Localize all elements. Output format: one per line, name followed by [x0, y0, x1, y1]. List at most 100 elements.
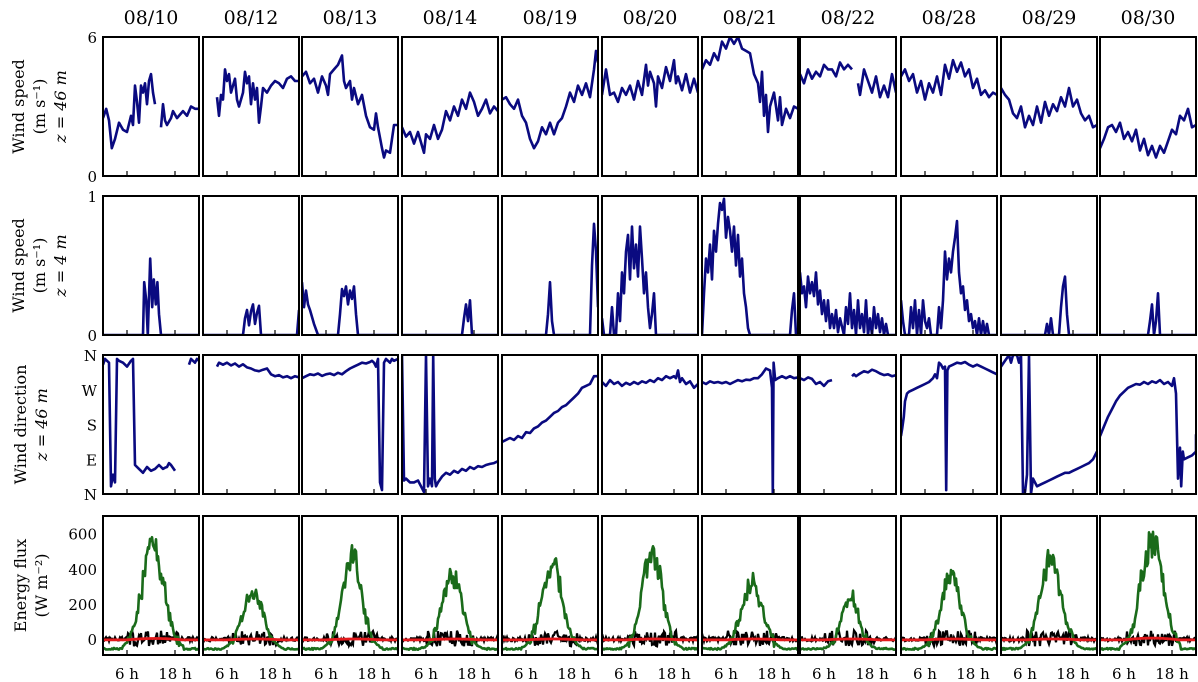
flux-red-line: [800, 637, 896, 642]
wind-series-line: [702, 37, 798, 134]
wind-series-line: [103, 72, 157, 150]
panel-frame: [900, 515, 998, 656]
panel-ws4-08/12: [202, 195, 300, 336]
panel-ws4-08/29: [1000, 195, 1098, 336]
panel-frame: [601, 36, 699, 177]
wind-series-line: [402, 91, 498, 155]
y-tick-label: S: [87, 417, 97, 435]
panel-flux-08/13: [301, 515, 399, 656]
panel-ws46-08/29: [1000, 36, 1098, 177]
y-tick-label: W: [82, 382, 98, 400]
panel-frame: [401, 195, 499, 336]
panel-flux-08/19: [501, 515, 599, 656]
ylabel-line: Wind speed: [9, 59, 28, 154]
y-tick-label: 200: [68, 596, 97, 614]
x-tick-label: 6 h: [614, 665, 638, 682]
flux-black-line: [502, 629, 598, 648]
panel-wdir-08/30: [1099, 354, 1197, 495]
y-tick-label: 400: [68, 561, 97, 579]
day-label: 08/28: [922, 7, 977, 29]
panel-frame: [799, 36, 897, 177]
x-tick-label: 6 h: [314, 665, 338, 682]
panel-frame: [102, 515, 200, 656]
panel-flux-08/12: [202, 515, 300, 656]
ylabel-line: z = 4 m: [51, 234, 70, 297]
panel-wdir-08/22: [799, 354, 897, 495]
flux-green-line: [103, 535, 199, 651]
panel-frame: [501, 195, 599, 336]
wind-series-line: [856, 68, 896, 99]
wind-series-line: [800, 376, 833, 388]
x-tick-label: 6 h: [215, 665, 239, 682]
flux-green-line: [602, 545, 698, 651]
flux-red-line: [402, 637, 498, 642]
wind-series-line: [602, 225, 698, 335]
flux-red-line: [203, 637, 299, 642]
y-tick-label: N: [84, 347, 97, 365]
panel-frame: [401, 36, 499, 177]
wind-series-line: [187, 357, 199, 366]
panel-frame: [401, 515, 499, 656]
x-tick-label: 6 h: [1013, 665, 1037, 682]
panel-flux-08/22: [799, 515, 897, 656]
panel-frame: [1000, 195, 1098, 336]
wind-series-line: [215, 68, 299, 124]
y-tick-label: 0: [87, 631, 97, 649]
wind-series-line: [502, 374, 598, 444]
day-labels: 08/10 08/12 08/13 08/14 08/19 08/20 08/21 08/22…: [124, 7, 1176, 29]
panel-wdir-08/13: [301, 354, 399, 495]
day-label: 08/20: [623, 7, 678, 29]
flux-red-line: [702, 637, 798, 642]
y-tick-label: N: [84, 486, 97, 504]
wind-series-line: [1001, 355, 1097, 494]
panel-frame: [601, 354, 699, 495]
wind-series-line: [1100, 376, 1196, 488]
wind-series-line: [702, 361, 798, 494]
panel-frame: [900, 354, 998, 495]
x-tick-label: 18 h: [956, 665, 990, 682]
y-tick-label: 0: [87, 168, 97, 186]
row-ylabel-ws4: Wind speed (m s⁻¹) z = 4 m 0 1: [9, 188, 97, 345]
panel-ws4-08/20: [601, 195, 699, 336]
day-label: 08/14: [423, 7, 478, 29]
panel-frame: [900, 195, 998, 336]
ylabel-line: z = 46 m: [32, 388, 51, 462]
panel-ws4-08/22: [799, 195, 897, 336]
flux-green-line: [402, 567, 498, 651]
x-tick-labels: 6 h 18 h 6 h 18 h 6 h 18 h 6 h 18 h 6 h 18 h 6 h 18…: [115, 665, 1189, 682]
wind-series-line: [1100, 292, 1196, 335]
panel-frame: [1000, 36, 1098, 177]
panel-frame: [301, 515, 399, 656]
panel-frame: [501, 515, 599, 656]
flux-green-line: [1001, 548, 1097, 651]
panel-frame: [401, 354, 499, 495]
panel-wdir-08/12: [202, 354, 300, 495]
y-tick-label: 600: [68, 526, 97, 544]
day-label: 08/22: [821, 7, 876, 29]
wind-series-line: [901, 360, 997, 492]
y-tick-label: 1: [87, 188, 97, 206]
flux-red-line: [103, 637, 199, 642]
ylabel-line: z = 46 m: [51, 70, 70, 144]
x-tick-label: 6 h: [913, 665, 937, 682]
panel-frame: [701, 36, 799, 177]
panel-wdir-08/10: [102, 354, 200, 495]
wind-series-line: [800, 271, 896, 335]
x-tick-label: 18 h: [158, 665, 192, 682]
panel-wdir-08/14: [401, 354, 499, 495]
panel-wdir-08/29: [1000, 354, 1098, 495]
panel-frame: [701, 515, 799, 656]
panel-frame: [501, 36, 599, 177]
panel-flux-08/14: [401, 515, 499, 656]
panel-frame: [900, 36, 998, 177]
panel-frame: [501, 354, 599, 495]
flux-green-line: [203, 588, 299, 651]
flux-green-line: [901, 568, 997, 651]
panel-frame: [1000, 515, 1098, 656]
wind-series-line: [159, 102, 199, 128]
x-tick-label: 6 h: [1112, 665, 1136, 682]
x-tick-label: 6 h: [414, 665, 438, 682]
panel-grid: [102, 36, 1197, 656]
wind-series-line: [702, 197, 798, 335]
